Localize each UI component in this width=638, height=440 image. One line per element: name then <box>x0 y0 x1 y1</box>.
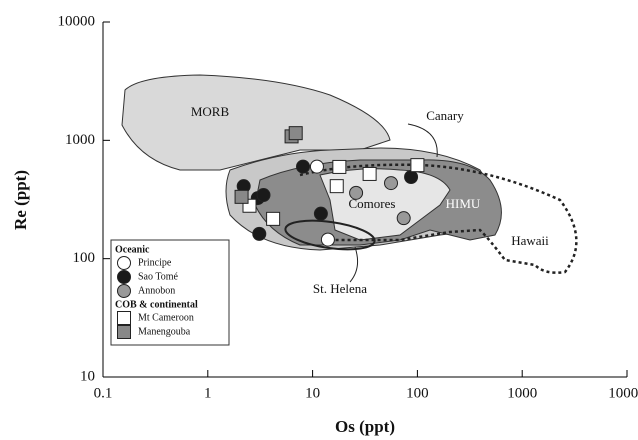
legend-label: Manengouba <box>138 326 191 337</box>
legend-marker <box>117 311 131 325</box>
annotation: Comores <box>349 196 396 211</box>
point <box>362 166 377 181</box>
annotation: Hawaii <box>511 233 549 248</box>
point <box>404 169 419 184</box>
point <box>384 176 399 191</box>
point <box>332 159 347 174</box>
point <box>256 188 271 203</box>
x-tick-label: 0.1 <box>94 385 113 401</box>
annotation: Canary <box>426 108 464 123</box>
y-tick-label: 10 <box>80 368 95 384</box>
morb-field <box>121 74 391 171</box>
x-tick-label: 10000 <box>608 385 638 401</box>
st-helena-arrow <box>349 246 359 283</box>
legend-marker <box>117 284 131 298</box>
point <box>252 226 267 241</box>
x-axis-label: Os (ppt) <box>335 417 395 436</box>
point <box>329 179 344 194</box>
point <box>288 126 303 141</box>
legend-marker <box>117 270 131 284</box>
point <box>396 211 411 226</box>
legend-group-title: Oceanic <box>115 244 150 255</box>
point <box>313 206 328 221</box>
point <box>234 189 249 204</box>
point <box>266 211 281 226</box>
y-tick-label: 100 <box>73 250 96 266</box>
x-tick-label: 10 <box>305 385 320 401</box>
y-tick-label: 1000 <box>65 132 95 148</box>
legend-label: Mt Cameroon <box>138 312 194 323</box>
y-axis-label: Re (ppt) <box>11 170 30 230</box>
x-tick-label: 100 <box>406 385 429 401</box>
point <box>410 158 425 173</box>
point <box>320 232 335 247</box>
x-tick-label: 1000 <box>507 385 537 401</box>
legend-marker <box>117 325 131 339</box>
legend-label: Principe <box>138 257 172 268</box>
y-tick-label: 10000 <box>58 13 96 29</box>
st-helena-field <box>284 219 376 251</box>
x-tick-label: 1 <box>204 385 212 401</box>
legend-label: Annobon <box>138 285 175 296</box>
point <box>309 159 324 174</box>
legend-group-title: COB & continental <box>115 299 198 310</box>
annotation: St. Helena <box>313 281 367 296</box>
legend-marker <box>117 256 131 270</box>
hawaii-field <box>299 163 578 274</box>
point <box>349 185 364 200</box>
canary-arrow <box>407 123 438 158</box>
annotation: HIMU <box>446 196 481 211</box>
annotation: MORB <box>191 104 230 119</box>
legend-label: Sao Tomé <box>138 271 179 282</box>
point <box>296 159 311 174</box>
fields <box>121 74 578 283</box>
